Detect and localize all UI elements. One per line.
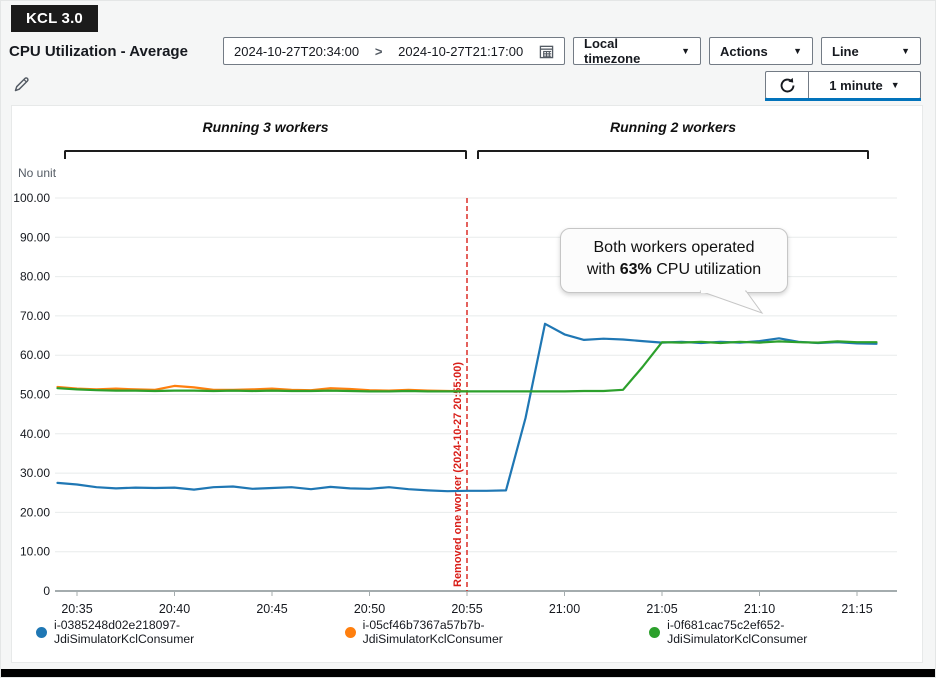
edit-pencil-icon[interactable] xyxy=(13,75,33,95)
loading-progress-bar xyxy=(765,98,921,101)
chart-type-dropdown-label: Line xyxy=(832,43,859,59)
cpu-utilization-chart[interactable]: 100.00 90.00 80.00 70.00 60.00 50.00 40.00 30.0… xyxy=(12,106,924,664)
legend-dot-orange xyxy=(344,626,356,638)
chart-type-dropdown[interactable]: Line ▼ xyxy=(821,37,921,65)
chevron-down-icon: ▼ xyxy=(793,46,802,56)
legend-item-worker1[interactable]: i-0385248d02e218097-JdiSimulatorKclConsu… xyxy=(36,618,318,646)
legend-label: i-0f681cac75c2ef652-JdiSimulatorKclConsu… xyxy=(667,618,808,646)
svg-text:21:05: 21:05 xyxy=(646,602,677,616)
callout-line2-bold: 63% xyxy=(619,261,652,279)
phase-label-two-workers: Running 2 workers xyxy=(609,119,737,135)
refresh-button[interactable] xyxy=(765,71,809,99)
interval-dropdown-label: 1 minute xyxy=(829,77,883,93)
callout-tail xyxy=(699,289,765,323)
timezone-dropdown-label: Local timezone xyxy=(584,36,641,66)
svg-text:70.00: 70.00 xyxy=(20,309,50,323)
legend-item-worker3[interactable]: i-0f681cac75c2ef652-JdiSimulatorKclConsu… xyxy=(649,618,922,646)
refresh-icon xyxy=(779,77,796,94)
calendar-icon xyxy=(539,44,554,59)
actions-dropdown-label: Actions xyxy=(720,43,768,59)
callout-line2-suffix: CPU utilization xyxy=(651,261,762,279)
svg-text:80.00: 80.00 xyxy=(20,270,50,284)
actions-dropdown[interactable]: Actions ▼ xyxy=(709,37,813,65)
timezone-dropdown[interactable]: Local timezone ▼ xyxy=(573,36,701,66)
kcl-version-badge: KCL 3.0 xyxy=(11,5,98,32)
svg-text:Removed one worker (2024-10-27: Removed one worker (2024-10-27 20:55:00) xyxy=(452,362,464,587)
legend-item-worker2[interactable]: i-05cf46b7367a57b7b-JdiSimulatorKclConsu… xyxy=(344,618,623,646)
svg-text:20:50: 20:50 xyxy=(354,602,385,616)
phase-bracket-right xyxy=(477,150,869,159)
svg-text:50.00: 50.00 xyxy=(20,388,50,402)
legend-label: i-0385248d02e218097-JdiSimulatorKclConsu… xyxy=(54,618,195,646)
callout-line2-prefix: with xyxy=(586,261,620,279)
y-axis-unit-label: No unit xyxy=(18,166,57,180)
chevron-right-icon: > xyxy=(374,43,383,59)
refresh-controls: 1 minute ▼ xyxy=(765,71,921,101)
bottom-bar xyxy=(1,669,935,677)
chevron-down-icon: ▼ xyxy=(890,80,900,90)
svg-text:20:45: 20:45 xyxy=(256,602,287,616)
chevron-down-icon: ▼ xyxy=(681,46,690,56)
phase-label-three-workers: Running 3 workers xyxy=(202,119,329,135)
legend-label: i-05cf46b7367a57b7b-JdiSimulatorKclConsu… xyxy=(362,618,503,646)
interval-dropdown[interactable]: 1 minute ▼ xyxy=(809,71,921,99)
legend-dot-blue xyxy=(36,626,47,638)
svg-text:20:40: 20:40 xyxy=(159,602,190,616)
svg-text:20:55: 20:55 xyxy=(451,602,482,616)
phase-bracket-left xyxy=(64,150,467,159)
chart-legend: i-0385248d02e218097-JdiSimulatorKclConsu… xyxy=(36,618,922,646)
page-title: CPU Utilization - Average xyxy=(9,43,188,60)
svg-text:60.00: 60.00 xyxy=(20,348,50,362)
callout-bubble: Both workers operated with 63% CPU utili… xyxy=(560,228,788,314)
svg-text:21:00: 21:00 xyxy=(549,602,580,616)
date-start: 2024-10-27T20:34:00 xyxy=(234,43,360,59)
svg-text:30.00: 30.00 xyxy=(20,466,50,480)
svg-text:0: 0 xyxy=(43,584,50,598)
svg-text:40.00: 40.00 xyxy=(20,427,50,441)
chevron-down-icon: ▼ xyxy=(901,46,910,56)
date-end: 2024-10-27T21:17:00 xyxy=(398,43,524,59)
svg-text:10.00: 10.00 xyxy=(20,545,50,559)
svg-text:100.00: 100.00 xyxy=(13,191,50,205)
legend-dot-green xyxy=(649,626,661,638)
callout-line1: Both workers operated xyxy=(593,239,755,256)
svg-text:21:10: 21:10 xyxy=(744,602,775,616)
svg-text:21:15: 21:15 xyxy=(841,602,872,616)
chart-card: Running 3 workers Running 2 workers No u… xyxy=(11,105,923,663)
svg-text:20.00: 20.00 xyxy=(20,505,50,519)
date-range-picker[interactable]: 2024-10-27T20:34:00 > 2024-10-27T21:17:0… xyxy=(223,37,565,65)
header-controls: 2024-10-27T20:34:00 > 2024-10-27T21:17:0… xyxy=(223,36,921,66)
svg-text:90.00: 90.00 xyxy=(20,230,50,244)
svg-text:20:35: 20:35 xyxy=(61,602,92,616)
